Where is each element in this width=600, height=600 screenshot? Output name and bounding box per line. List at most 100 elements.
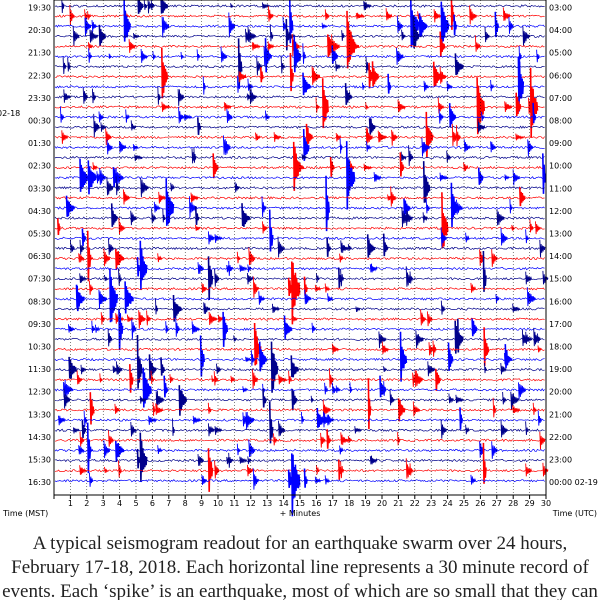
quake-spike xyxy=(397,99,406,113)
quake-spike xyxy=(87,11,92,20)
quake-spike xyxy=(537,410,542,426)
quake-spike xyxy=(137,0,144,14)
quake-spike xyxy=(157,445,163,455)
quake-spike xyxy=(147,0,153,14)
quake-spike xyxy=(399,331,408,382)
seismic-trace xyxy=(54,135,545,140)
quake-spike xyxy=(118,141,127,153)
quake-spike xyxy=(335,132,342,142)
quake-spike xyxy=(459,407,463,430)
quake-spike xyxy=(248,439,256,458)
quake-spike xyxy=(515,133,524,141)
quake-spike xyxy=(373,172,382,182)
quake-spike xyxy=(224,139,231,156)
quake-spike xyxy=(291,261,301,325)
quake-spike xyxy=(525,421,529,436)
left-hour-label: 23:30 xyxy=(28,94,51,103)
seismic-trace xyxy=(54,44,545,49)
quake-spike xyxy=(302,43,307,64)
quake-spike xyxy=(157,86,161,105)
quake-spike xyxy=(347,244,352,252)
seismic-trace xyxy=(54,388,545,392)
quake-spike xyxy=(463,162,469,172)
quake-spike xyxy=(93,113,100,138)
quake-spike xyxy=(199,335,205,377)
minute-label: 25 xyxy=(459,499,469,508)
left-hour-label: 22:30 xyxy=(28,71,51,80)
quake-spike xyxy=(474,35,481,52)
seismic-trace xyxy=(54,105,545,109)
quake-spike xyxy=(280,55,286,74)
right-hour-label: 21:00 xyxy=(549,410,572,419)
quake-spike xyxy=(158,191,166,204)
quake-spike xyxy=(277,236,285,258)
quake-spike xyxy=(491,249,498,267)
quake-spike xyxy=(140,48,148,63)
minute-label: 27 xyxy=(492,499,502,508)
quake-spike xyxy=(477,167,484,185)
quake-spike xyxy=(408,145,414,167)
quake-spike xyxy=(255,132,261,141)
quake-spike xyxy=(440,227,447,247)
quake-spike xyxy=(103,248,111,267)
quake-spike xyxy=(446,81,453,92)
quake-spike xyxy=(508,16,514,34)
quake-spike xyxy=(515,92,522,117)
minute-label: 12 xyxy=(246,499,256,508)
right-hour-label: 22:00 xyxy=(549,433,572,442)
quake-spike xyxy=(246,93,254,101)
quake-spike xyxy=(126,314,134,323)
quake-spike xyxy=(89,29,99,43)
quake-spike xyxy=(500,419,508,438)
minute-label: 21 xyxy=(393,499,403,508)
quake-spike xyxy=(165,321,169,334)
seismic-trace xyxy=(54,297,545,301)
quake-spike xyxy=(533,327,540,347)
quake-spike xyxy=(190,192,199,203)
quake-spike xyxy=(422,212,428,223)
quake-spike xyxy=(72,427,80,434)
quake-spike xyxy=(314,284,322,292)
quake-spike xyxy=(89,392,95,425)
quake-spike xyxy=(335,60,341,72)
minute-label: 3 xyxy=(101,499,106,508)
quake-spike xyxy=(340,432,349,445)
quake-spike xyxy=(401,206,410,228)
quake-spike xyxy=(228,12,236,37)
quake-spike xyxy=(440,419,447,439)
quake-spike xyxy=(303,276,308,296)
minute-label: 20 xyxy=(377,499,387,508)
left-hour-label: 00:30 xyxy=(28,117,51,126)
quake-spike xyxy=(140,177,149,198)
quake-spike xyxy=(169,374,174,384)
quake-spike xyxy=(527,139,534,157)
quake-spike xyxy=(482,442,487,484)
minute-label: 22 xyxy=(410,499,420,508)
quake-spike xyxy=(273,433,278,446)
quake-spike xyxy=(256,57,262,76)
quake-spike xyxy=(381,341,389,355)
quake-spike xyxy=(92,162,98,171)
quake-spike xyxy=(439,31,446,58)
quake-spike xyxy=(469,5,477,25)
left-date-label: 02-18 xyxy=(0,109,20,118)
quake-spike xyxy=(214,426,223,435)
quake-spike xyxy=(267,6,274,22)
quake-spike xyxy=(100,122,107,132)
right-hour-label: 14:00 xyxy=(549,252,572,261)
left-hour-label: 16:30 xyxy=(28,478,51,487)
quake-spike xyxy=(322,411,332,428)
quake-spike xyxy=(78,445,85,455)
quake-spike xyxy=(104,466,108,473)
quake-spike xyxy=(423,80,429,92)
quake-spike xyxy=(142,367,152,408)
quake-spike xyxy=(148,415,158,425)
quake-spike xyxy=(207,402,212,414)
left-hour-label: 04:30 xyxy=(28,207,51,216)
quake-spike xyxy=(172,294,182,322)
quake-spike xyxy=(161,16,170,37)
quake-spike xyxy=(525,229,529,244)
quake-spike xyxy=(537,345,542,353)
quake-spike xyxy=(440,300,446,315)
quake-spike xyxy=(315,464,320,475)
